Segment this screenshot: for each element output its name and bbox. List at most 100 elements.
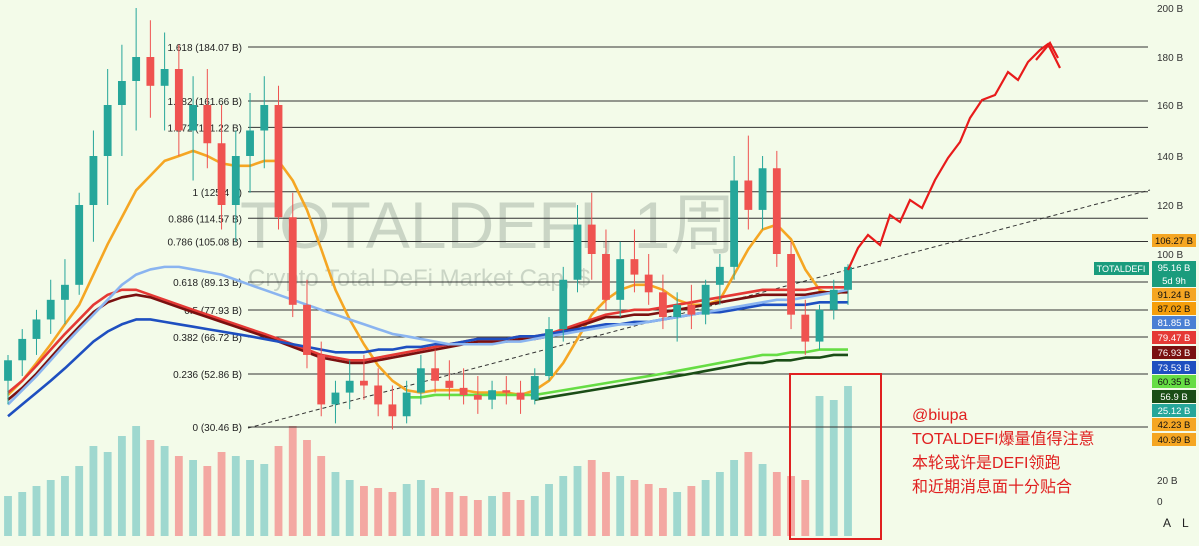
price-badge-label: 76.93 B <box>1158 348 1191 359</box>
price-badge-label: 60.35 B <box>1158 377 1191 388</box>
candle <box>46 279 55 334</box>
price-badge: 81.85 B <box>1152 316 1196 329</box>
candle <box>317 341 326 417</box>
trend-line <box>247 189 1151 429</box>
price-axis[interactable]: 0 20 B 100 B 120 B 140 B 160 B 180 B 200 B <box>1157 4 1183 508</box>
price-badge-label: 73.53 B <box>1158 363 1191 374</box>
volume-bar <box>844 386 852 536</box>
candle <box>815 304 824 350</box>
candle <box>260 76 269 169</box>
volume-bar <box>146 440 155 536</box>
candle-body <box>388 404 397 417</box>
candle-body <box>473 394 482 400</box>
fib-level-label: 0 (30.46 B) <box>193 423 242 434</box>
candle <box>402 380 411 424</box>
candle-body <box>146 57 155 86</box>
price-badge-label: 56.9 B <box>1160 392 1187 403</box>
volume-bar <box>730 460 739 536</box>
candle-body <box>303 304 311 355</box>
candle-body <box>744 180 753 210</box>
volume-bar <box>758 464 767 536</box>
fib-level-label: 0.618 (89.13 B) <box>173 278 242 289</box>
candle <box>502 376 511 405</box>
price-badge-label: 25.12 B <box>1158 406 1191 417</box>
volume-bar <box>473 500 482 536</box>
volume-bar <box>573 466 582 536</box>
volume-bar <box>445 492 454 536</box>
candle <box>103 69 112 205</box>
candle <box>616 241 625 318</box>
candle-body <box>587 224 596 254</box>
candle <box>217 105 226 230</box>
candle <box>160 32 169 131</box>
price-badge-bg <box>1152 404 1196 417</box>
volume-bar <box>217 452 226 536</box>
annotation-text: @biupa TOTALDEFI爆量值得注意 本轮或许是DEFI领跑 和近期消息… <box>912 407 1095 496</box>
candle <box>758 156 767 230</box>
candle <box>844 264 852 305</box>
candle <box>801 299 810 355</box>
candle <box>459 368 468 405</box>
fib-level-label: 0.886 (114.57 B) <box>168 214 242 225</box>
candle-body <box>602 254 610 300</box>
candle <box>530 368 539 405</box>
candle-body <box>530 376 539 400</box>
volume-bar <box>587 460 596 536</box>
candles <box>4 8 852 430</box>
candle-body <box>288 217 297 305</box>
candle <box>89 130 98 242</box>
volume-bar <box>715 472 724 536</box>
candle-body <box>516 392 525 400</box>
price-badge: 60.35 B <box>1152 375 1196 388</box>
log-scale-button[interactable]: L <box>1182 516 1189 530</box>
price-badge: 25.12 B <box>1152 404 1196 417</box>
fib-level-label: 0.5 (77.93 B) <box>184 306 242 317</box>
candle <box>829 279 838 320</box>
candle-body <box>274 105 283 218</box>
candle <box>174 44 183 156</box>
candle-body <box>787 254 795 315</box>
price-badge-bg <box>1152 288 1196 301</box>
price-badge-label: 106.27 B <box>1155 236 1193 247</box>
candle-body <box>18 338 27 361</box>
price-badge-bg <box>1152 274 1196 287</box>
volume-bar <box>630 480 639 536</box>
fib-level-label: 1.382 (161.66 B) <box>168 97 243 108</box>
y-tick-label: 120 B <box>1157 201 1183 212</box>
candle-body <box>4 360 12 381</box>
volume-bar <box>374 488 383 536</box>
candle <box>374 368 383 417</box>
volume-bar <box>231 456 240 536</box>
candle <box>573 205 582 293</box>
price-badge-label: 91.24 B <box>1158 290 1191 301</box>
price-badge-bg <box>1152 261 1196 274</box>
candle-body <box>431 368 440 381</box>
price-badge-bg <box>1152 316 1196 329</box>
candle <box>587 192 596 280</box>
volume-bar <box>331 472 340 536</box>
volume-bar <box>673 492 682 536</box>
candle <box>687 284 696 330</box>
volume-bar <box>132 426 141 536</box>
price-badge-bg <box>1152 346 1196 359</box>
price-badge: 87.02 B <box>1152 302 1196 315</box>
y-tick-label: 160 B <box>1157 101 1183 112</box>
candle-body <box>61 284 69 300</box>
price-badge-label: 5d 9h <box>1162 276 1186 287</box>
auto-scale-button[interactable]: A <box>1163 516 1171 530</box>
candle <box>488 380 496 410</box>
candle <box>117 44 126 156</box>
candle-body <box>203 105 212 144</box>
volume-bar <box>117 436 126 536</box>
price-badges: TOTALDEFI 106.27 B 95.16 B 5d 9h 91.24 B 87.0… <box>1094 234 1196 446</box>
candle-body <box>345 380 354 393</box>
candle-body <box>559 279 568 330</box>
volume-bar <box>431 488 440 536</box>
volume-bar <box>32 486 41 536</box>
annotation-line-4: 和近期消息面十分贴合 <box>912 478 1072 496</box>
price-badge: 95.16 B <box>1152 261 1196 274</box>
candle-body <box>103 105 112 156</box>
volume-bar <box>559 476 568 536</box>
volume-bar <box>644 484 653 536</box>
